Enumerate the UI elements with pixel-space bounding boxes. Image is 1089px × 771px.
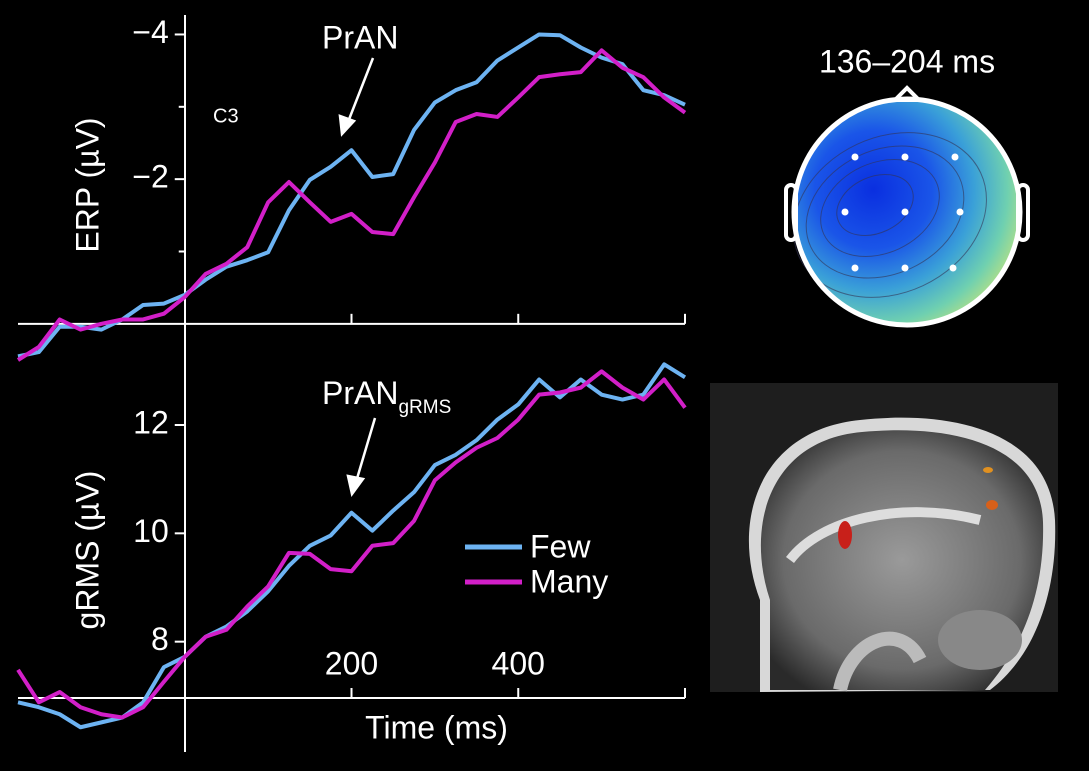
- legend-label: Many: [530, 563, 608, 599]
- y-tick-label: 10: [133, 513, 169, 549]
- x-axis-label: Time (ms): [365, 709, 508, 745]
- annotation: PrAN: [322, 19, 398, 55]
- x-tick-label: 400: [492, 645, 545, 681]
- y-tick-label: −4: [132, 14, 168, 50]
- y-tick-label: −2: [132, 159, 168, 195]
- annotation: PrANgRMS: [322, 375, 451, 418]
- legend-label: Few: [530, 528, 591, 564]
- x-tick-label: 200: [325, 645, 378, 681]
- topomap: [784, 85, 1030, 328]
- y-axis-label: gRMS (µV): [69, 471, 105, 630]
- series-line: [17, 32, 686, 359]
- arrow: [338, 57, 377, 497]
- y-tick-label: 12: [133, 404, 169, 440]
- series-line: [16, 369, 687, 720]
- y-axis-label: ERP (µV): [69, 117, 105, 252]
- annotation: C3: [213, 105, 239, 127]
- topomap-title: 136–204 ms: [819, 43, 995, 79]
- y-tick-label: 8: [151, 621, 169, 657]
- mri-image: [710, 383, 1058, 692]
- series-line: [16, 48, 687, 362]
